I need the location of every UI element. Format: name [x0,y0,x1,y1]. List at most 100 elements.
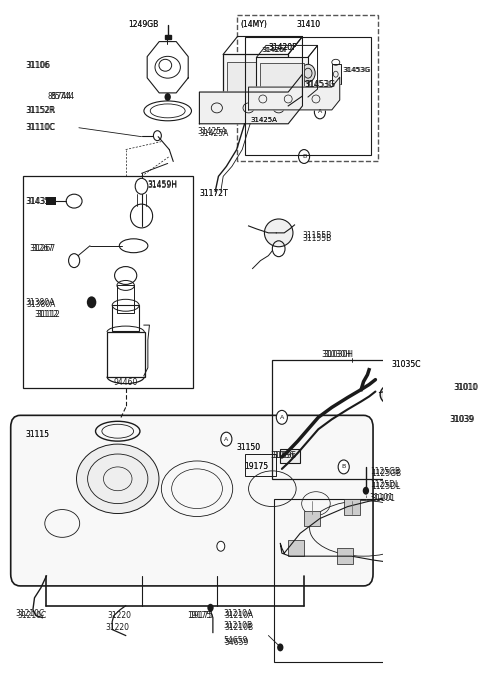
Bar [344,499,360,515]
Text: 31035C: 31035C [391,360,421,369]
Text: 19175: 19175 [245,462,269,471]
Text: 85744: 85744 [50,92,74,100]
Text: 31101: 31101 [372,494,396,503]
Text: A: A [280,415,284,420]
Text: 31210C: 31210C [17,611,46,621]
Text: 19175: 19175 [189,611,213,621]
Bar [429,535,445,551]
Text: (14MY): (14MY) [240,20,267,29]
Circle shape [338,460,349,474]
Text: 31453G: 31453G [342,67,370,73]
Text: 85744: 85744 [47,92,72,100]
Bar [245,454,276,476]
Bar [260,63,304,90]
Text: 31039: 31039 [449,415,473,424]
Text: 94460: 94460 [113,378,138,387]
Text: 54659: 54659 [225,638,249,647]
Text: 1249GB: 1249GB [128,20,158,29]
Text: 31210B: 31210B [223,621,252,630]
Circle shape [217,541,225,551]
Text: 31106: 31106 [25,61,49,70]
Bar [391,499,407,515]
Text: 31435A: 31435A [25,197,54,206]
Circle shape [441,411,450,423]
Text: 31010: 31010 [453,383,477,392]
Text: 31220: 31220 [106,623,130,632]
Polygon shape [249,77,340,110]
Text: 31112: 31112 [35,310,59,319]
Circle shape [301,64,315,82]
Text: 31425A: 31425A [250,117,277,122]
Bar [245,38,372,155]
Circle shape [276,411,288,424]
Bar [272,360,461,479]
Text: 31420F: 31420F [261,47,288,53]
Bar [280,449,300,463]
Text: 31110C: 31110C [25,123,54,132]
Circle shape [314,105,325,119]
Bar [117,285,134,313]
Bar [165,34,171,40]
Text: 31036: 31036 [272,450,297,460]
Text: 31435A: 31435A [26,197,56,206]
Text: 31380A: 31380A [25,297,54,307]
Text: 31410: 31410 [296,20,320,29]
Circle shape [277,643,284,651]
Circle shape [165,93,171,101]
Bar [304,511,320,526]
Text: 31410: 31410 [296,20,320,29]
Text: 31155B: 31155B [302,234,332,244]
Text: 31420F: 31420F [268,43,297,52]
Ellipse shape [396,367,415,392]
Circle shape [87,296,96,308]
Text: 31459H: 31459H [148,180,178,188]
Bar [332,64,340,84]
Text: 31030H: 31030H [322,351,351,359]
Bar [288,540,304,556]
Bar [391,548,407,564]
Text: 31267: 31267 [29,244,53,253]
Text: A: A [318,110,322,114]
Ellipse shape [380,384,402,404]
Polygon shape [199,74,302,124]
Text: B: B [342,464,346,469]
Text: 1125GB: 1125GB [372,469,402,479]
Text: 54659: 54659 [223,636,248,645]
Text: 31425A: 31425A [250,117,277,122]
Text: 31030H: 31030H [324,351,354,359]
Text: 31453G: 31453G [306,79,336,89]
Text: 31210A: 31210A [225,611,254,621]
Text: 31172T: 31172T [199,188,228,198]
Text: 31425A: 31425A [197,127,227,136]
Text: 31453G: 31453G [344,67,372,73]
Text: 31420F: 31420F [263,47,289,53]
Bar [223,55,288,106]
Bar [112,306,139,331]
Text: 31112: 31112 [37,310,61,319]
Bar [23,176,193,388]
Text: 1125DL: 1125DL [370,481,399,489]
Text: 31106: 31106 [26,61,51,70]
Text: 31425A: 31425A [199,129,229,138]
Text: 31155B: 31155B [302,232,332,240]
Text: 31420F: 31420F [268,43,297,52]
Text: 19175: 19175 [245,462,269,471]
Text: 31152R: 31152R [26,106,56,115]
Bar [108,332,144,377]
Text: 31210B: 31210B [225,623,254,632]
Text: 31220: 31220 [108,611,132,621]
Text: 31010: 31010 [455,383,479,392]
Text: 19175: 19175 [188,611,212,621]
Bar [227,63,284,96]
Text: 31453G: 31453G [304,79,334,89]
Text: 1249GB: 1249GB [128,20,158,29]
Text: 31210C: 31210C [15,609,45,618]
Bar [256,57,308,97]
Text: 1125DL: 1125DL [372,483,401,491]
Text: 31110C: 31110C [26,123,56,132]
Bar [237,15,378,162]
Bar [274,499,460,662]
Circle shape [363,487,369,495]
Text: 31380A: 31380A [26,299,56,309]
Bar [47,197,56,205]
